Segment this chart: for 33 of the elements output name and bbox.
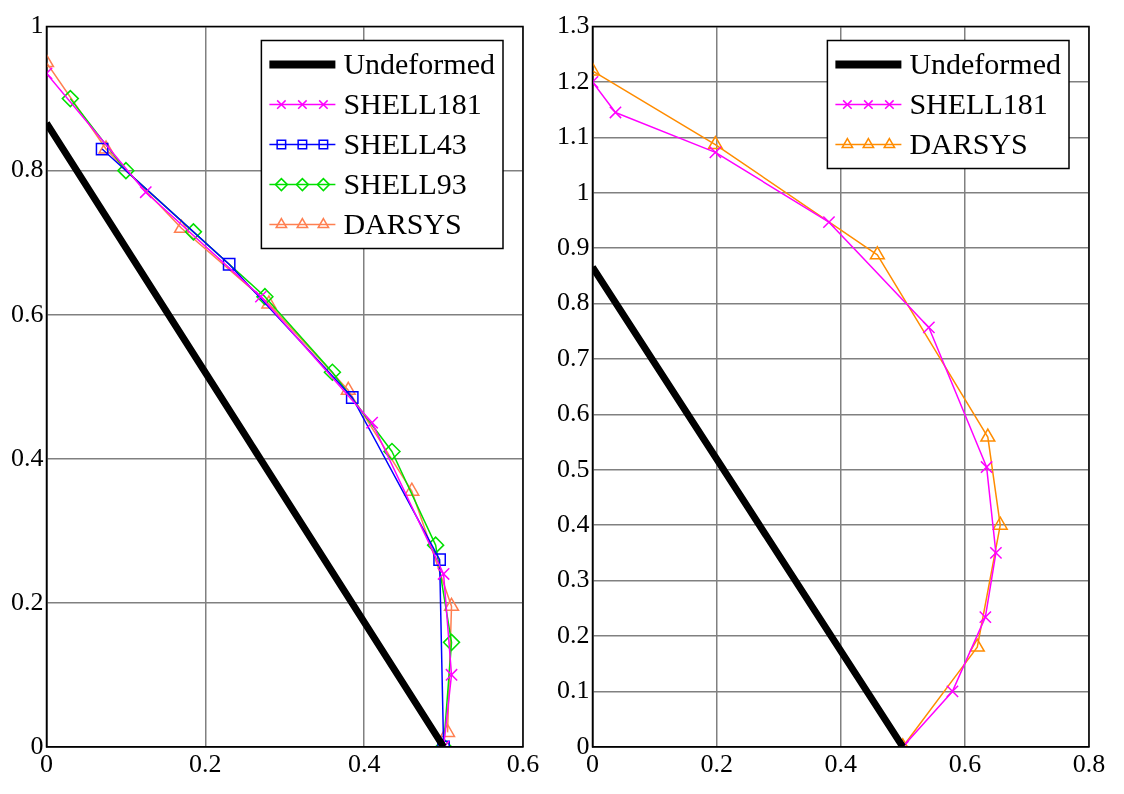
y-tick-label: 1 (30, 10, 44, 40)
y-tick-label: 0.4 (11, 442, 44, 472)
y-tick-label: 0.8 (11, 154, 44, 184)
x-tick-label: 0.4 (824, 749, 857, 779)
y-tick-label: 1 (576, 176, 590, 206)
y-tick-label: 0.6 (11, 298, 44, 328)
y-tick-label: 1.3 (557, 10, 590, 40)
y-tick-label: 0.6 (557, 398, 590, 428)
x-tick-label: 0.4 (347, 749, 381, 779)
x-tick-label: 0.8 (1072, 749, 1106, 779)
legend-label: SHELL181 (343, 87, 482, 121)
x-tick-label: 0.2 (700, 749, 733, 779)
y-tick-label: 0.9 (557, 232, 590, 262)
y-tick-label: 0.2 (11, 586, 44, 616)
x-tick-label: 0.2 (189, 749, 222, 779)
legend-label: Undeformed (909, 47, 1062, 81)
legend-label: Undeformed (343, 47, 496, 81)
y-tick-label: 0.4 (557, 509, 590, 539)
x-tick-label: 0.6 (948, 749, 982, 779)
y-tick-label: 0.2 (557, 619, 590, 649)
legend-label: SHELL93 (343, 167, 467, 201)
legend-label: DARSYS (909, 127, 1028, 161)
x-tick-label: 0.6 (506, 749, 540, 779)
y-tick-label: 0.1 (557, 675, 590, 705)
legend-label: DARSYS (343, 207, 462, 241)
y-tick-label: 0.5 (557, 453, 590, 483)
y-tick-label: 0.3 (557, 564, 590, 594)
y-tick-label: 1.1 (557, 121, 590, 151)
legend-label: SHELL181 (909, 87, 1048, 121)
legend-label: SHELL43 (343, 127, 467, 161)
y-tick-label: 0.8 (557, 287, 590, 317)
y-tick-label: 1.2 (557, 65, 590, 95)
y-tick-label: 0.7 (557, 342, 590, 372)
